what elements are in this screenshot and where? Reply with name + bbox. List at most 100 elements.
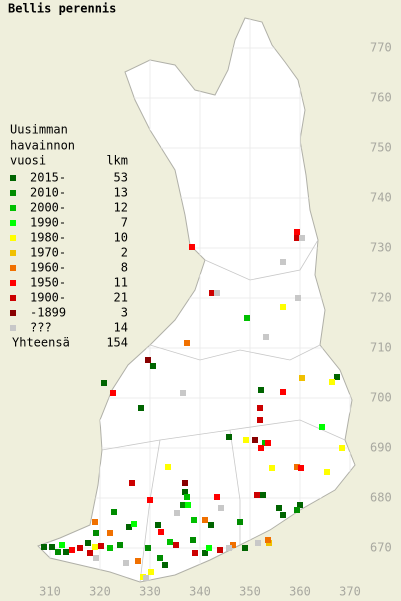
observation-square (126, 524, 132, 530)
legend-swatch (10, 235, 16, 241)
observation-square (252, 437, 258, 443)
legend-total: 154 (106, 336, 128, 350)
observation-square (184, 340, 190, 346)
legend-label: 2015- (30, 171, 66, 185)
legend-count: 3 (121, 306, 128, 320)
legend-label: 1990- (30, 216, 66, 230)
observation-square (157, 555, 163, 561)
y-tick-label: 690 (370, 441, 392, 455)
observation-square (269, 465, 275, 471)
observation-square (230, 542, 236, 548)
observation-square (265, 537, 271, 543)
observation-square (260, 492, 266, 498)
y-tick-label: 720 (370, 291, 392, 305)
y-tick-label: 700 (370, 391, 392, 405)
x-tick-label: 370 (339, 585, 361, 599)
observation-square (41, 544, 47, 550)
observation-square (280, 304, 286, 310)
legend-swatch (10, 250, 16, 256)
legend-label: 2000- (30, 201, 66, 215)
legend-swatch (10, 280, 16, 286)
observation-square (257, 405, 263, 411)
observation-square (107, 545, 113, 551)
x-tick-label: 330 (139, 585, 161, 599)
legend-label: -1899 (30, 306, 66, 320)
legend-count: 11 (114, 276, 128, 290)
observation-square (145, 545, 151, 551)
legend-swatch (10, 205, 16, 211)
observation-square (217, 547, 223, 553)
observation-square (185, 502, 191, 508)
observation-square (63, 549, 69, 555)
observation-square (276, 505, 282, 511)
observation-square (208, 522, 214, 528)
legend-label: 1980- (30, 231, 66, 245)
observation-square (202, 517, 208, 523)
legend-swatch (10, 265, 16, 271)
observation-square (98, 543, 104, 549)
observation-square (258, 387, 264, 393)
y-tick-label: 740 (370, 191, 392, 205)
observation-square (192, 550, 198, 556)
observation-square (182, 489, 188, 495)
observation-square (242, 545, 248, 551)
observation-square (202, 550, 208, 556)
observation-square (92, 519, 98, 525)
observation-square (254, 492, 260, 498)
legend-label: ??? (30, 321, 52, 335)
observation-square (190, 537, 196, 543)
observation-square (158, 529, 164, 535)
observation-square (226, 545, 232, 551)
observation-square (174, 510, 180, 516)
y-tick-label: 670 (370, 541, 392, 555)
observation-square (131, 521, 137, 527)
legend-heading: vuosi (10, 154, 46, 168)
legend-heading: Uusimman (10, 123, 68, 137)
legend-swatch (10, 310, 16, 316)
observation-square (265, 440, 271, 446)
y-tick-label: 750 (370, 141, 392, 155)
title: Bellis perennis (8, 2, 116, 16)
observation-square (101, 380, 107, 386)
legend-count: 13 (114, 186, 128, 200)
observation-square (167, 539, 173, 545)
legend-swatch (10, 190, 16, 196)
observation-square (162, 562, 168, 568)
observation-square (138, 405, 144, 411)
observation-square (49, 544, 55, 550)
observation-square (243, 437, 249, 443)
x-tick-label: 310 (39, 585, 61, 599)
observation-square (85, 540, 91, 546)
observation-square (123, 560, 129, 566)
observation-square (107, 530, 113, 536)
legend-swatch (10, 325, 16, 331)
observation-square (180, 502, 186, 508)
observation-square (299, 375, 305, 381)
observation-square (180, 390, 186, 396)
x-tick-label: 320 (89, 585, 111, 599)
country-outline (37, 17, 356, 583)
observation-square (297, 502, 303, 508)
observation-square (143, 575, 149, 581)
observation-square (148, 569, 154, 575)
observation-square (155, 522, 161, 528)
observation-square (298, 465, 304, 471)
x-tick-label: 350 (239, 585, 261, 599)
x-tick-label: 340 (189, 585, 211, 599)
observation-square (218, 505, 224, 511)
y-tick-label: 770 (370, 41, 392, 55)
x-tick-label: 360 (289, 585, 311, 599)
observation-square (255, 540, 261, 546)
legend-count: 7 (121, 216, 128, 230)
observation-square (280, 259, 286, 265)
y-tick-label: 710 (370, 341, 392, 355)
observation-square (182, 480, 188, 486)
y-tick-label: 760 (370, 91, 392, 105)
legend: Uusimman havainnon vuosi lkm Yhteensä 15… (10, 123, 128, 350)
observation-square (129, 480, 135, 486)
observation-square (280, 512, 286, 518)
observation-square (294, 235, 300, 241)
region-border (204, 239, 319, 281)
observation-square (184, 494, 190, 500)
